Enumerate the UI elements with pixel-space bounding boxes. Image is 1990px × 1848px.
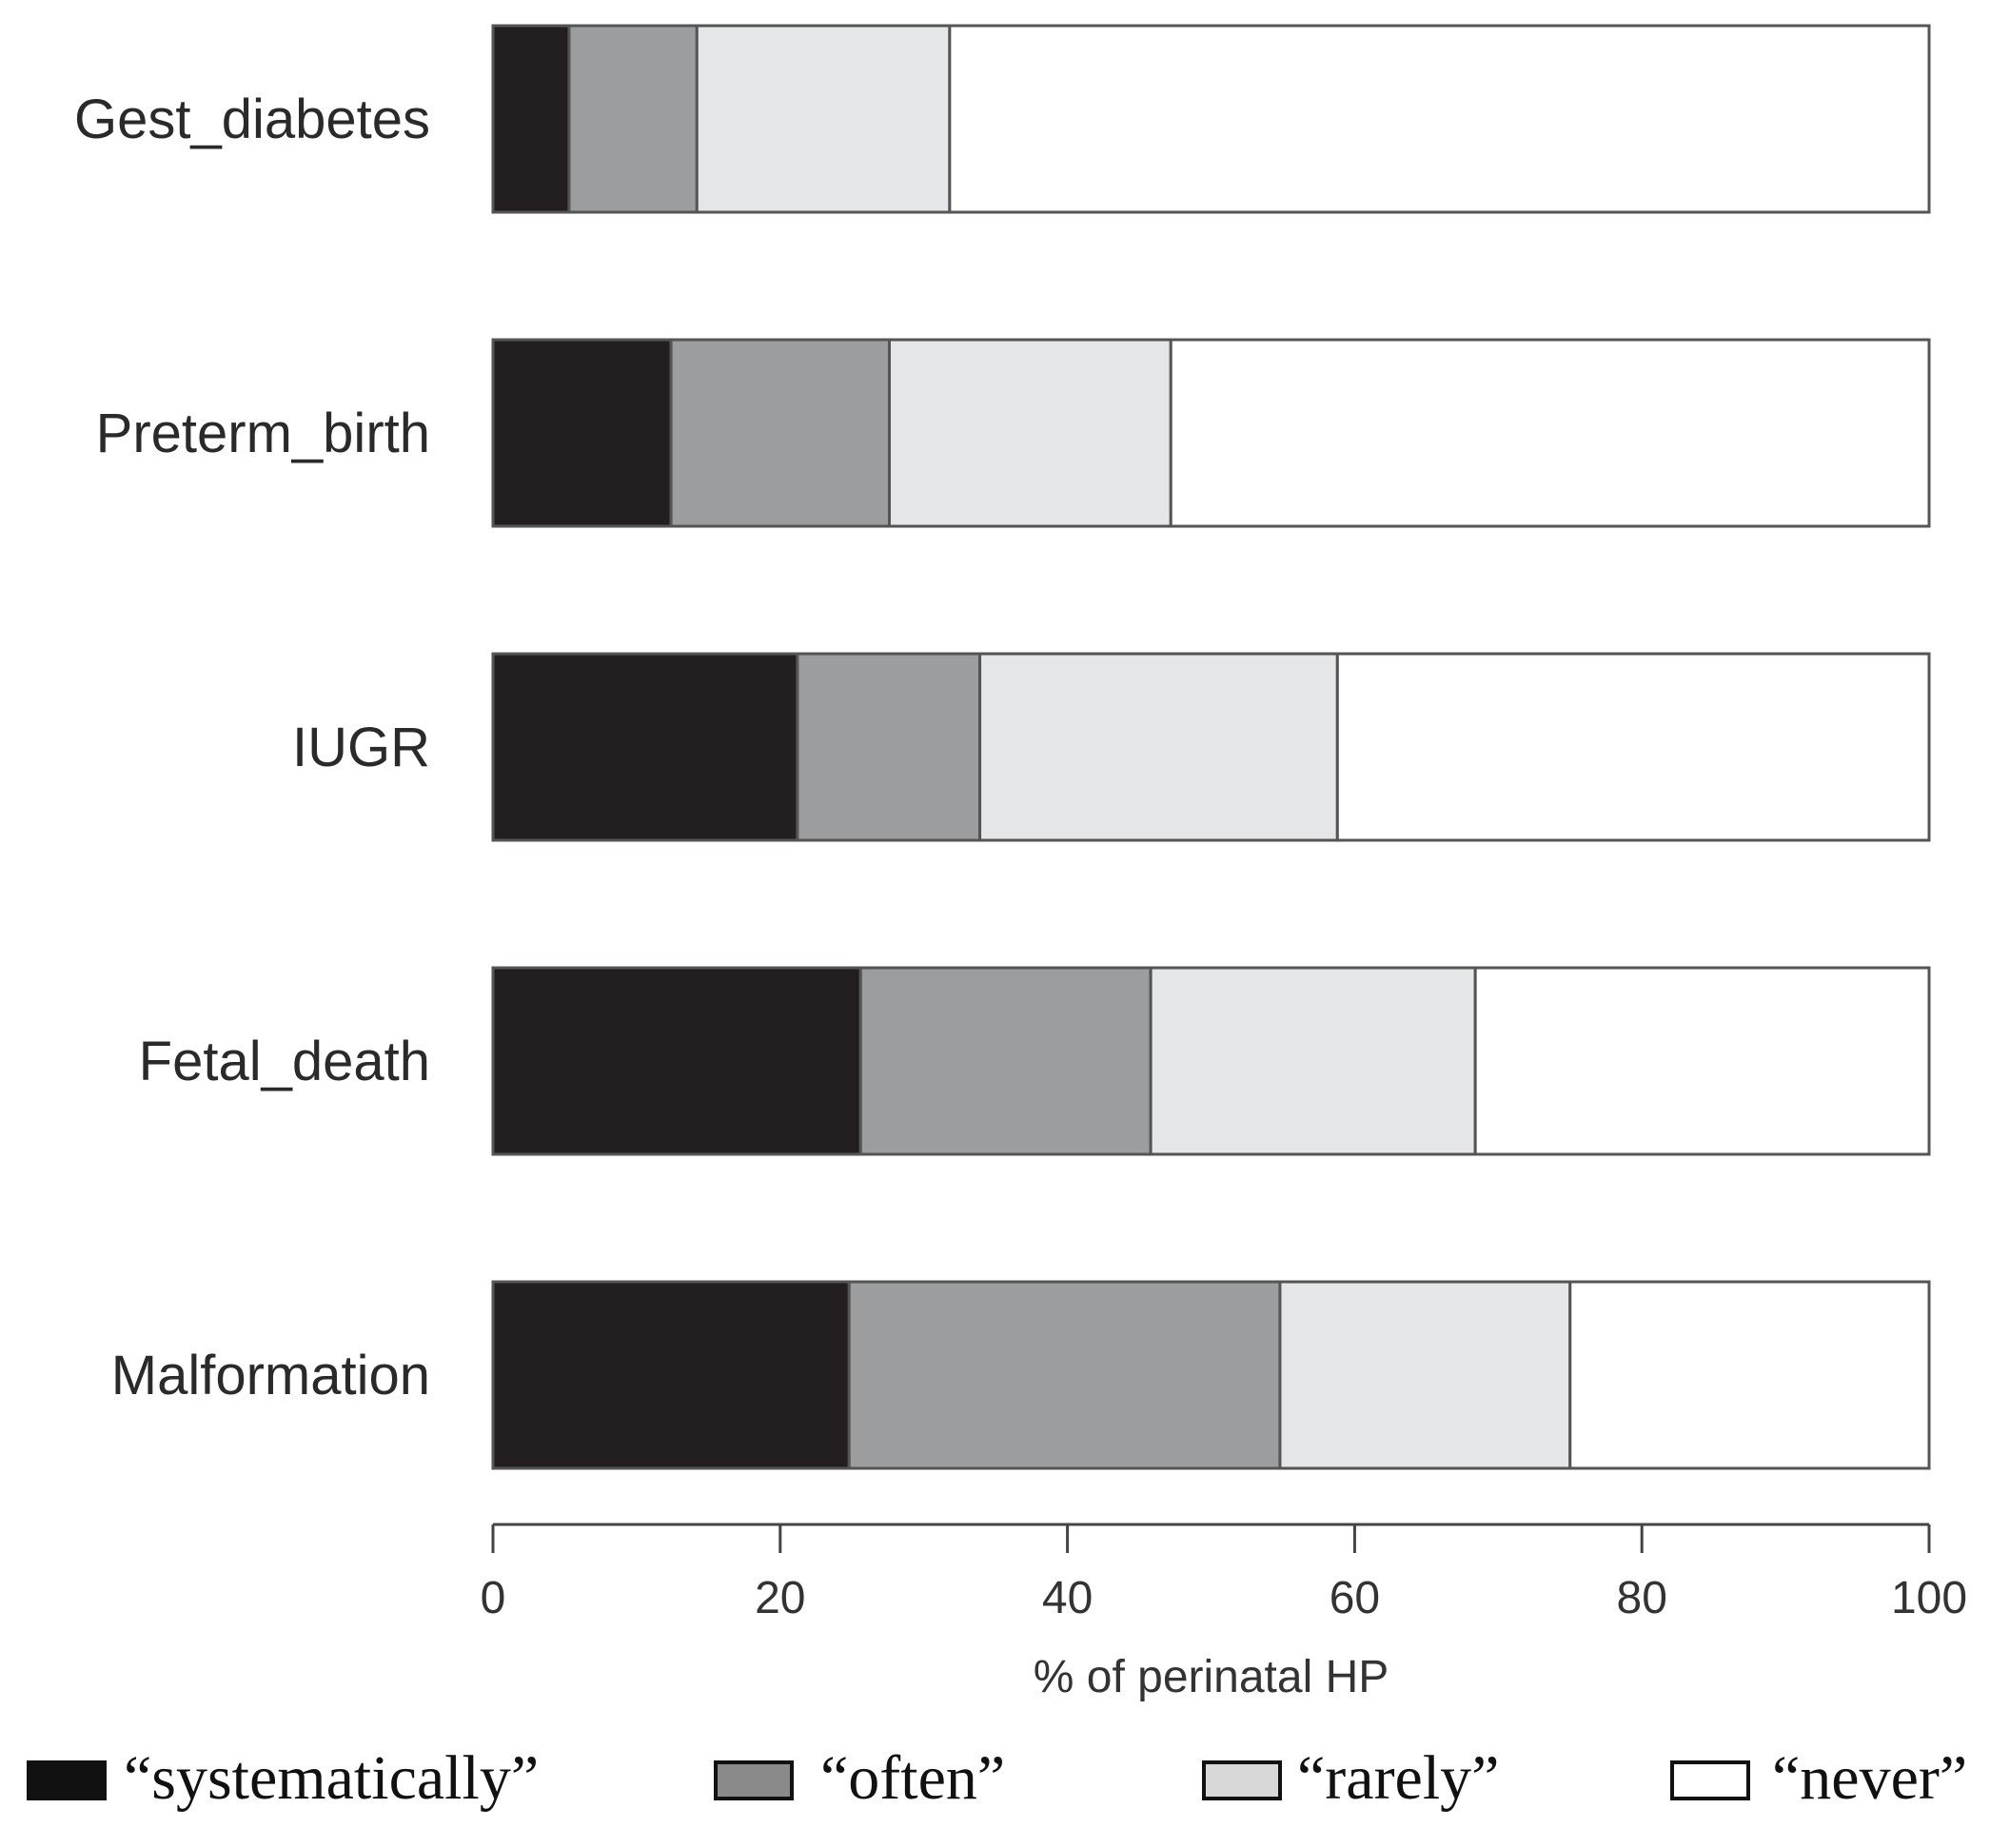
bar-segment-malformation-3 <box>1568 1280 1931 1470</box>
bar-segment-gest-diabetes-1 <box>567 24 699 214</box>
bar-segment-iugr-3 <box>1335 652 1931 842</box>
x-axis-title: % of perinatal HP <box>1034 1652 1389 1702</box>
legend-label-3: “never” <box>1772 1743 1967 1813</box>
legend: “systematically” “often” “rarely” “never” <box>27 1743 1967 1813</box>
x-axis: 0 20 40 60 80 100 <box>481 1523 1967 1623</box>
legend-label-2: “rarely” <box>1297 1743 1499 1813</box>
bar-segment-fetal-death-0 <box>491 966 862 1156</box>
bar-segment-preterm-birth-2 <box>887 338 1172 528</box>
x-tick-label: 0 <box>481 1573 506 1623</box>
x-tick-label: 100 <box>1891 1573 1967 1623</box>
x-tick-label: 20 <box>755 1573 805 1623</box>
bar-segment-iugr-0 <box>491 652 799 842</box>
bar-segment-preterm-birth-1 <box>669 338 891 528</box>
bar-segment-malformation-0 <box>491 1280 851 1470</box>
x-tick-label: 40 <box>1042 1573 1093 1623</box>
legend-swatch-2 <box>1202 1760 1282 1800</box>
x-tick-label: 60 <box>1330 1573 1380 1623</box>
bar-segment-fetal-death-2 <box>1149 966 1477 1156</box>
legend-swatch-0 <box>27 1760 107 1800</box>
bar-segment-malformation-1 <box>847 1280 1282 1470</box>
category-label: Fetal_death <box>139 1031 430 1092</box>
legend-label-0: “systematically” <box>124 1743 539 1813</box>
category-label: Preterm_birth <box>96 403 430 464</box>
bar-segment-gest-diabetes-0 <box>491 24 571 214</box>
legend-swatch-3 <box>1670 1760 1750 1800</box>
category-label: IUGR <box>292 717 430 778</box>
category-label: Malformation <box>111 1345 430 1406</box>
legend-label-1: “often” <box>820 1743 1005 1813</box>
legend-swatch-1 <box>714 1760 794 1800</box>
bar-segment-iugr-1 <box>796 652 982 842</box>
bar-segment-preterm-birth-0 <box>491 338 673 528</box>
x-tick-label: 80 <box>1617 1573 1667 1623</box>
category-label: Gest_diabetes <box>74 88 430 150</box>
bar-segment-preterm-birth-3 <box>1169 338 1931 528</box>
category-labels: Gest_diabetes Preterm_birth IUGR Fetal_deat… <box>74 88 430 1406</box>
bar-segment-gest-diabetes-2 <box>695 24 952 214</box>
bar-segment-fetal-death-1 <box>858 966 1153 1156</box>
bar-segment-iugr-2 <box>978 652 1339 842</box>
bar-segment-gest-diabetes-3 <box>948 24 1931 214</box>
bar-segment-malformation-2 <box>1278 1280 1572 1470</box>
bar-segment-fetal-death-3 <box>1473 966 1931 1156</box>
bars-group <box>491 24 1931 1470</box>
